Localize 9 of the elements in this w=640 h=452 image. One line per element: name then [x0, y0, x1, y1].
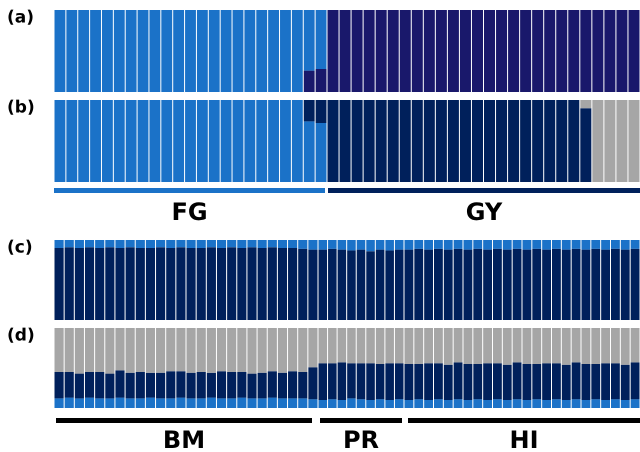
chart-title: (d) [7, 326, 35, 346]
x-axis-title: BM [162, 426, 206, 452]
x-axis-title: HI [508, 426, 540, 452]
x-axis-title: GY [464, 198, 504, 226]
chart-title: (c) [7, 238, 33, 258]
chart-title: (a) [7, 8, 34, 28]
x-axis-title: FG [170, 198, 209, 226]
x-axis-title: PR [342, 426, 380, 452]
chart-title: (b) [7, 98, 35, 118]
